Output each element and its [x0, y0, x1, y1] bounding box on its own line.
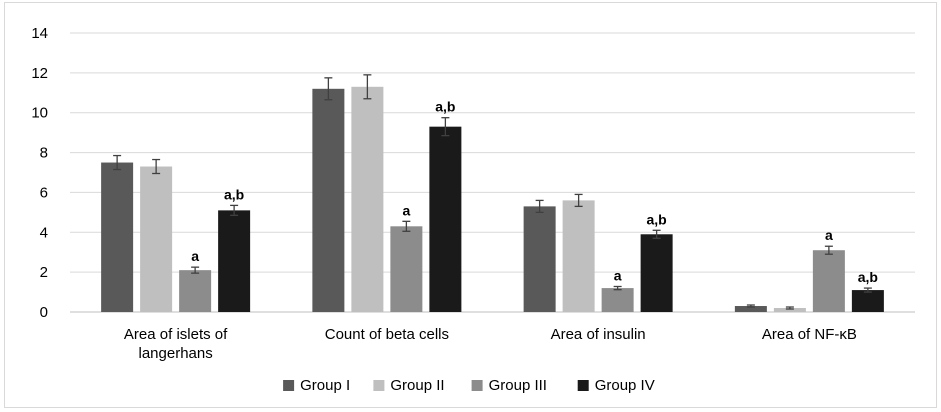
- bar: [734, 306, 767, 312]
- legend-label: Group III: [489, 377, 547, 394]
- bar: [523, 206, 556, 312]
- bar: [390, 226, 423, 312]
- y-tick-label: 0: [40, 304, 48, 321]
- bar: [312, 88, 345, 312]
- bar: [562, 200, 595, 312]
- y-tick-label: 14: [31, 25, 48, 42]
- data-label: a,b: [224, 186, 244, 202]
- bar: [101, 162, 134, 312]
- y-tick-label: 4: [40, 224, 48, 241]
- data-label: a,b: [435, 99, 455, 115]
- y-tick-label: 2: [40, 264, 48, 281]
- bar: [640, 234, 673, 312]
- bar: [140, 166, 173, 312]
- bar: [351, 86, 384, 312]
- bar: [601, 288, 634, 312]
- x-tick-label: langerhans: [139, 345, 213, 362]
- data-label: a: [402, 202, 410, 218]
- data-label: a: [191, 248, 199, 264]
- legend-swatch: [373, 380, 385, 391]
- legend-label: Group IV: [595, 377, 655, 394]
- data-label: a: [614, 267, 622, 283]
- legend-swatch: [283, 380, 295, 391]
- x-tick-label: Area of islets of: [124, 326, 228, 343]
- y-tick-label: 10: [31, 105, 48, 122]
- y-tick-label: 8: [40, 145, 48, 162]
- bar: [218, 210, 251, 312]
- legend-label: Group I: [300, 377, 350, 394]
- y-tick-label: 12: [31, 65, 48, 82]
- x-tick-label: Area of NF-κB: [762, 326, 857, 343]
- data-label: a,b: [647, 211, 667, 227]
- bar: [773, 308, 806, 312]
- data-label: a,b: [858, 269, 878, 285]
- x-tick-label: Area of insulin: [551, 326, 646, 343]
- x-tick-label: Count of beta cells: [325, 326, 449, 343]
- bar: [812, 250, 845, 312]
- data-label: a: [825, 227, 833, 243]
- legend-label: Group II: [390, 377, 444, 394]
- bar: [179, 270, 212, 312]
- bar: [429, 126, 462, 313]
- legend-swatch: [471, 380, 483, 391]
- y-tick-label: 6: [40, 184, 48, 201]
- bar: [851, 290, 884, 312]
- legend-swatch: [577, 380, 589, 391]
